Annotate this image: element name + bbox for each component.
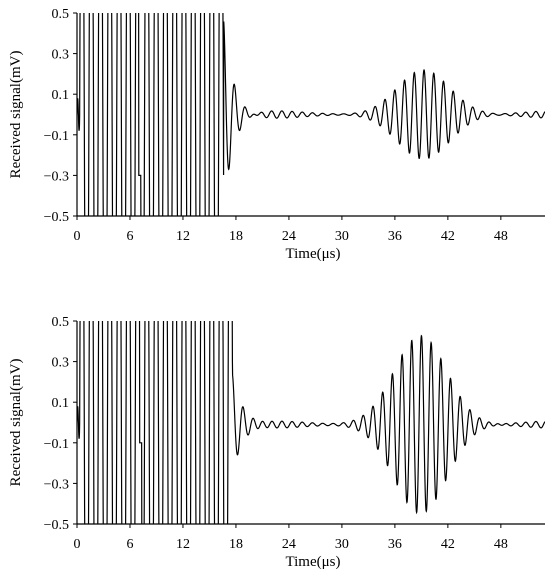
y-tick-label: −0.3	[44, 169, 69, 184]
x-tick-label: 42	[441, 537, 455, 552]
x-tick-label: 18	[229, 229, 243, 244]
x-tick-label: 42	[441, 229, 455, 244]
x-tick-label: 48	[494, 229, 508, 244]
y-tick-label: 0.3	[52, 356, 70, 371]
x-tick-label: 0	[74, 537, 81, 552]
x-tick-label: 24	[282, 229, 296, 244]
y-tick-label: −0.5	[44, 518, 69, 533]
y-tick-label: 0.3	[52, 48, 70, 63]
x-axis-label: Time(μs)	[286, 246, 341, 262]
y-axis-label: Received signal(mV)	[8, 51, 24, 179]
y-tick-label: −0.3	[44, 477, 69, 492]
x-tick-label: 30	[335, 537, 349, 552]
y-tick-label: −0.1	[44, 129, 69, 144]
x-tick-label: 36	[388, 229, 402, 244]
y-tick-label: 0.1	[52, 396, 70, 411]
y-tick-label: −0.1	[44, 437, 69, 452]
x-axis-label: Time(μs)	[286, 554, 341, 570]
x-tick-label: 6	[126, 537, 133, 552]
signal-line	[77, 321, 545, 524]
lower-chart: 0.5 0.3 0.1 −0.1 −0.3 −0.5 0 6 12 18 24 30 36 42 48 Tim…	[8, 315, 545, 570]
x-tick-label: 36	[388, 537, 402, 552]
x-tick-label: 48	[494, 537, 508, 552]
x-tick-label: 12	[176, 537, 190, 552]
x-tick-label: 6	[126, 229, 133, 244]
y-tick-label: 0.1	[52, 88, 70, 103]
x-tick-label: 0	[74, 229, 81, 244]
y-axis-label: Received signal(mV)	[8, 359, 24, 487]
y-tick-label: 0.5	[52, 315, 70, 330]
upper-chart: 0.5 0.3 0.1 −0.1 −0.3 −0.5 0 6 12 18 24 30 36 42 48 Tim…	[8, 7, 545, 262]
x-tick-label: 12	[176, 229, 190, 244]
y-tick-label: 0.5	[52, 7, 70, 22]
y-tick-label: −0.5	[44, 210, 69, 225]
signal-line	[77, 13, 545, 216]
x-tick-label: 30	[335, 229, 349, 244]
x-tick-label: 24	[282, 537, 296, 552]
x-tick-label: 18	[229, 537, 243, 552]
